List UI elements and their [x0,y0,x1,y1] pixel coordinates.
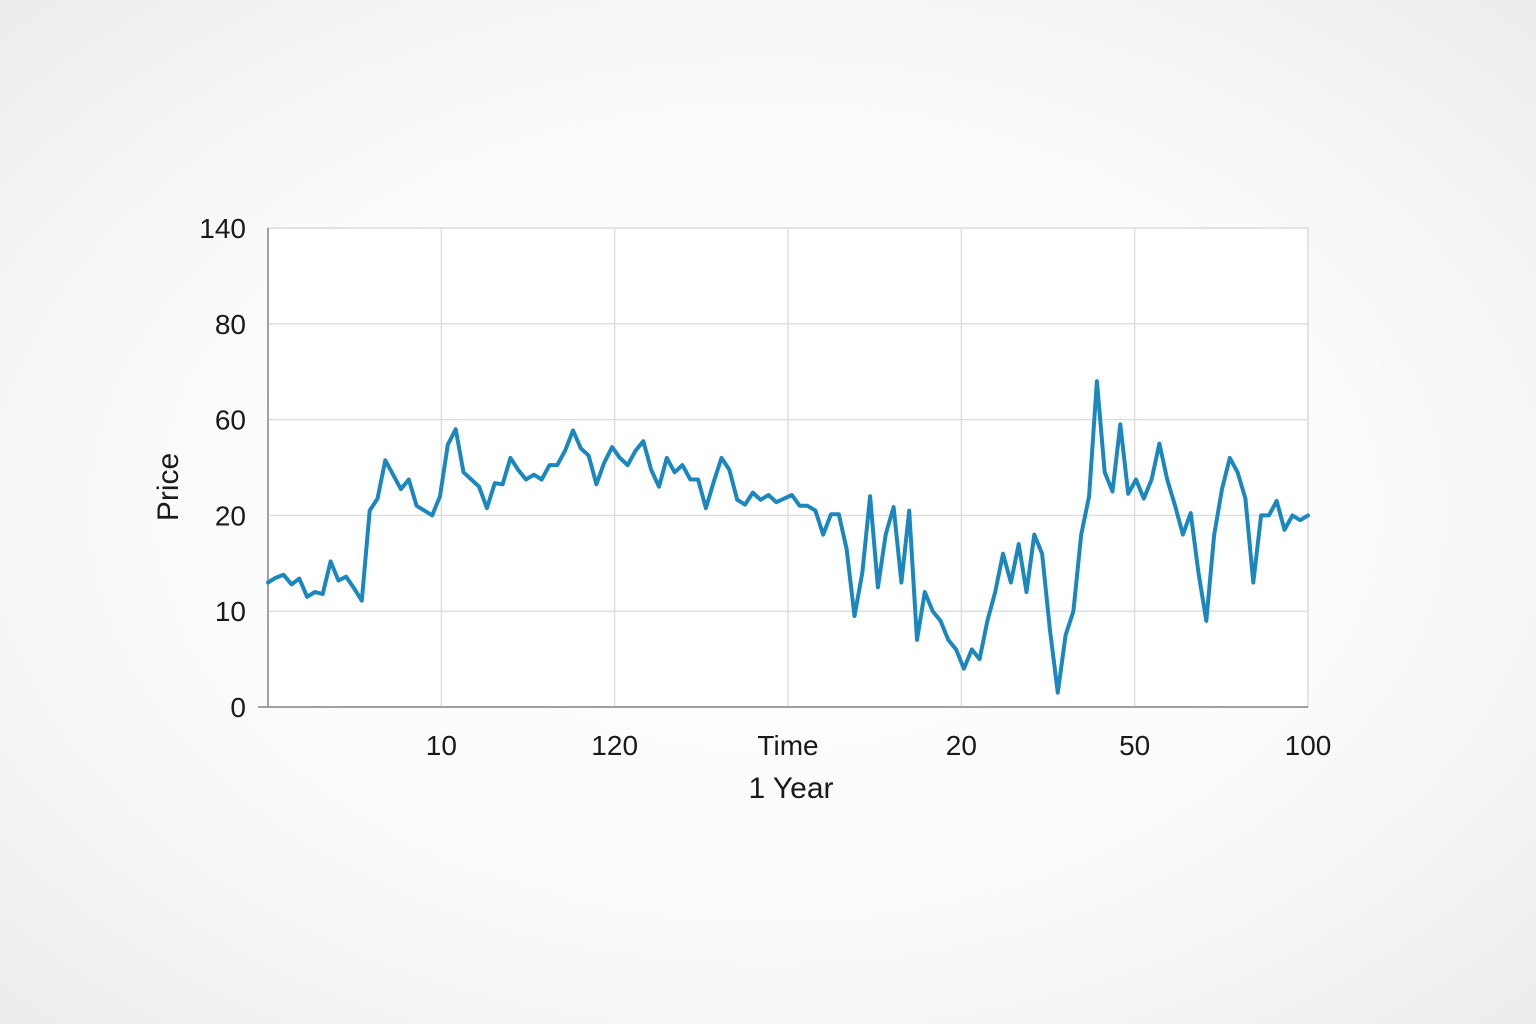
x-axis-title: 1 Year [748,772,833,805]
y-tick-label: 60 [215,405,246,436]
x-tick-label: 10 [426,730,457,761]
series-line [266,379,1310,695]
x-tick-label: 100 [1285,730,1332,761]
y-tick-label: 140 [199,213,246,244]
y-tick-label: 80 [215,309,246,340]
y-tick-label: 0 [230,692,246,723]
axes [258,228,1308,708]
series-group [266,379,1310,695]
x-tick-label: 50 [1119,730,1150,761]
x-tick-label: Time [757,730,818,761]
y-axis-title: Price [152,453,185,521]
y-tick-labels: 0 10 20 60 80 140 [199,213,246,723]
x-tick-label: 20 [946,730,977,761]
y-tick-label: 20 [215,500,246,531]
gridlines [268,227,1309,707]
x-tick-label: 120 [591,730,638,761]
y-tick-label: 10 [215,596,246,627]
x-tick-labels: 10 120 Time 20 50 100 [426,730,1332,761]
